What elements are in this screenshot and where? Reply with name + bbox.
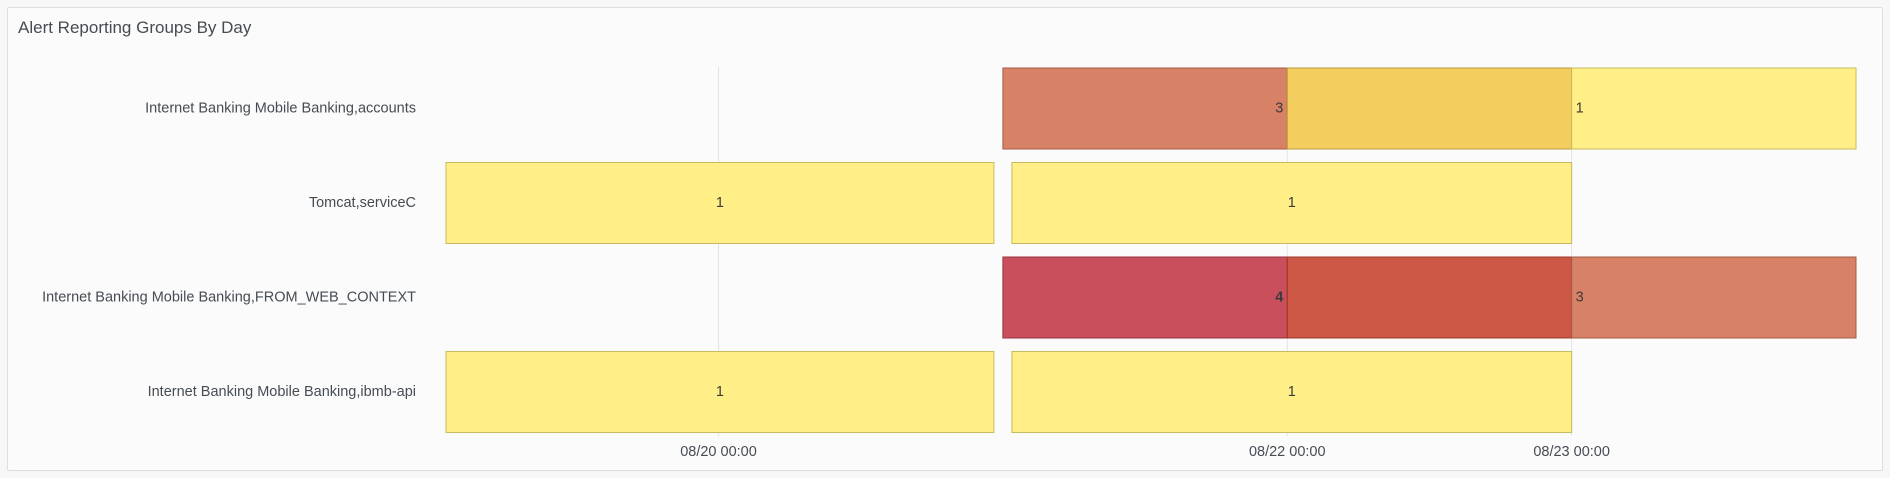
- state-bar[interactable]: [445, 162, 995, 244]
- x-tick-label: 08/20 00:00: [680, 444, 757, 460]
- bar-value-label: 1: [716, 384, 724, 400]
- state-bar[interactable]: [1571, 67, 1857, 150]
- bar-value-label: 1: [716, 195, 724, 211]
- bar-value-label: 1: [1288, 195, 1296, 211]
- bar-value-label: 3: [1576, 289, 1584, 305]
- state-bar[interactable]: [1286, 67, 1573, 150]
- state-bar[interactable]: [1286, 256, 1573, 339]
- bar-value-label: 1: [1576, 100, 1584, 116]
- state-bar[interactable]: [1011, 351, 1573, 433]
- row-label: Internet Banking Mobile Banking,FROM_WEB…: [42, 289, 416, 305]
- bars: [445, 67, 1857, 433]
- panel-title[interactable]: Alert Reporting Groups By Day: [18, 18, 252, 37]
- bar-value-label: 1: [1288, 384, 1296, 400]
- bar-value-label: 3: [1275, 100, 1283, 116]
- bar-value-label: 4: [1275, 289, 1283, 305]
- state-bar[interactable]: [1011, 162, 1573, 244]
- state-bar[interactable]: [1002, 67, 1288, 150]
- state-bar[interactable]: [1571, 256, 1857, 339]
- x-tick-label: 08/22 00:00: [1249, 444, 1326, 460]
- state-bar[interactable]: [445, 351, 995, 433]
- x-tick-label: 08/23 00:00: [1533, 444, 1610, 460]
- row-label: Internet Banking Mobile Banking,accounts: [145, 100, 416, 116]
- row-label: Tomcat,serviceC: [309, 195, 416, 211]
- labels: 08/20 00:00 08/22 00:00 08/23 00:00 Interne…: [42, 100, 1610, 460]
- row-label: Internet Banking Mobile Banking,ibmb-api: [148, 384, 416, 400]
- state-bar[interactable]: [1002, 256, 1288, 339]
